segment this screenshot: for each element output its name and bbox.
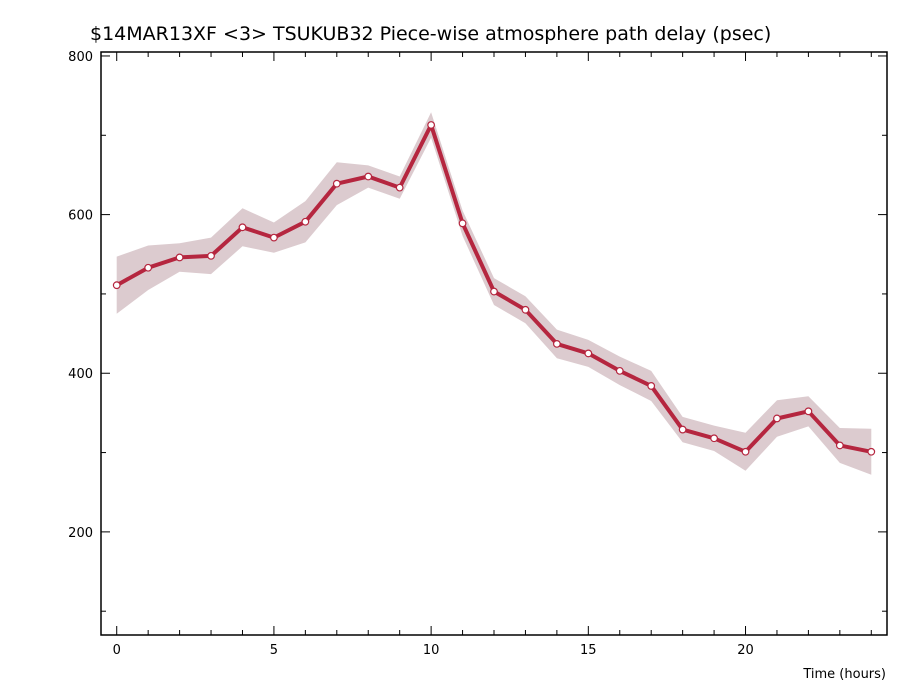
x-tick-label-5: 5 xyxy=(270,643,278,658)
x-tick-label-15: 15 xyxy=(580,643,597,658)
tick-labels: 0 5 10 15 20 200 400 600 800 xyxy=(68,50,754,658)
y-tick-label-600: 600 xyxy=(68,209,93,224)
axis-ticks xyxy=(101,52,887,635)
data-point-8 xyxy=(364,172,373,181)
data-point-3 xyxy=(207,251,215,260)
x-tick-label-20: 20 xyxy=(737,643,754,658)
data-point-7 xyxy=(332,179,341,188)
x-axis-label: Time (hours) xyxy=(802,667,886,682)
data-point-23 xyxy=(835,441,844,450)
data-point-16 xyxy=(615,366,624,375)
data-point-20 xyxy=(741,447,750,456)
data-point-19 xyxy=(710,434,718,443)
data-point-0 xyxy=(112,281,121,290)
y-tick-label-400: 400 xyxy=(68,367,93,382)
data-point-24 xyxy=(867,447,876,456)
data-points xyxy=(112,121,876,456)
data-point-13 xyxy=(521,305,530,314)
data-point-15 xyxy=(584,349,593,358)
data-point-11 xyxy=(458,219,467,228)
data-point-6 xyxy=(301,217,310,226)
y-tick-label-200: 200 xyxy=(68,526,93,541)
data-point-2 xyxy=(175,253,184,262)
data-point-18 xyxy=(678,425,687,434)
y-tick-label-800: 800 xyxy=(68,50,93,65)
plot-frame xyxy=(100,51,888,636)
chart-title: $14MAR13XF <3> TSUKUB32 Piece-wise atmos… xyxy=(90,23,771,45)
data-point-1 xyxy=(144,263,153,272)
data-point-5 xyxy=(270,233,278,242)
data-point-21 xyxy=(773,414,781,423)
data-point-4 xyxy=(238,223,247,232)
data-point-22 xyxy=(804,407,813,416)
x-tick-label-0: 0 xyxy=(113,643,121,658)
data-point-17 xyxy=(647,382,656,390)
data-point-10 xyxy=(427,121,436,129)
data-point-14 xyxy=(552,339,561,348)
data-point-9 xyxy=(395,183,404,192)
x-tick-label-10: 10 xyxy=(423,643,440,658)
data-point-12 xyxy=(490,287,498,296)
